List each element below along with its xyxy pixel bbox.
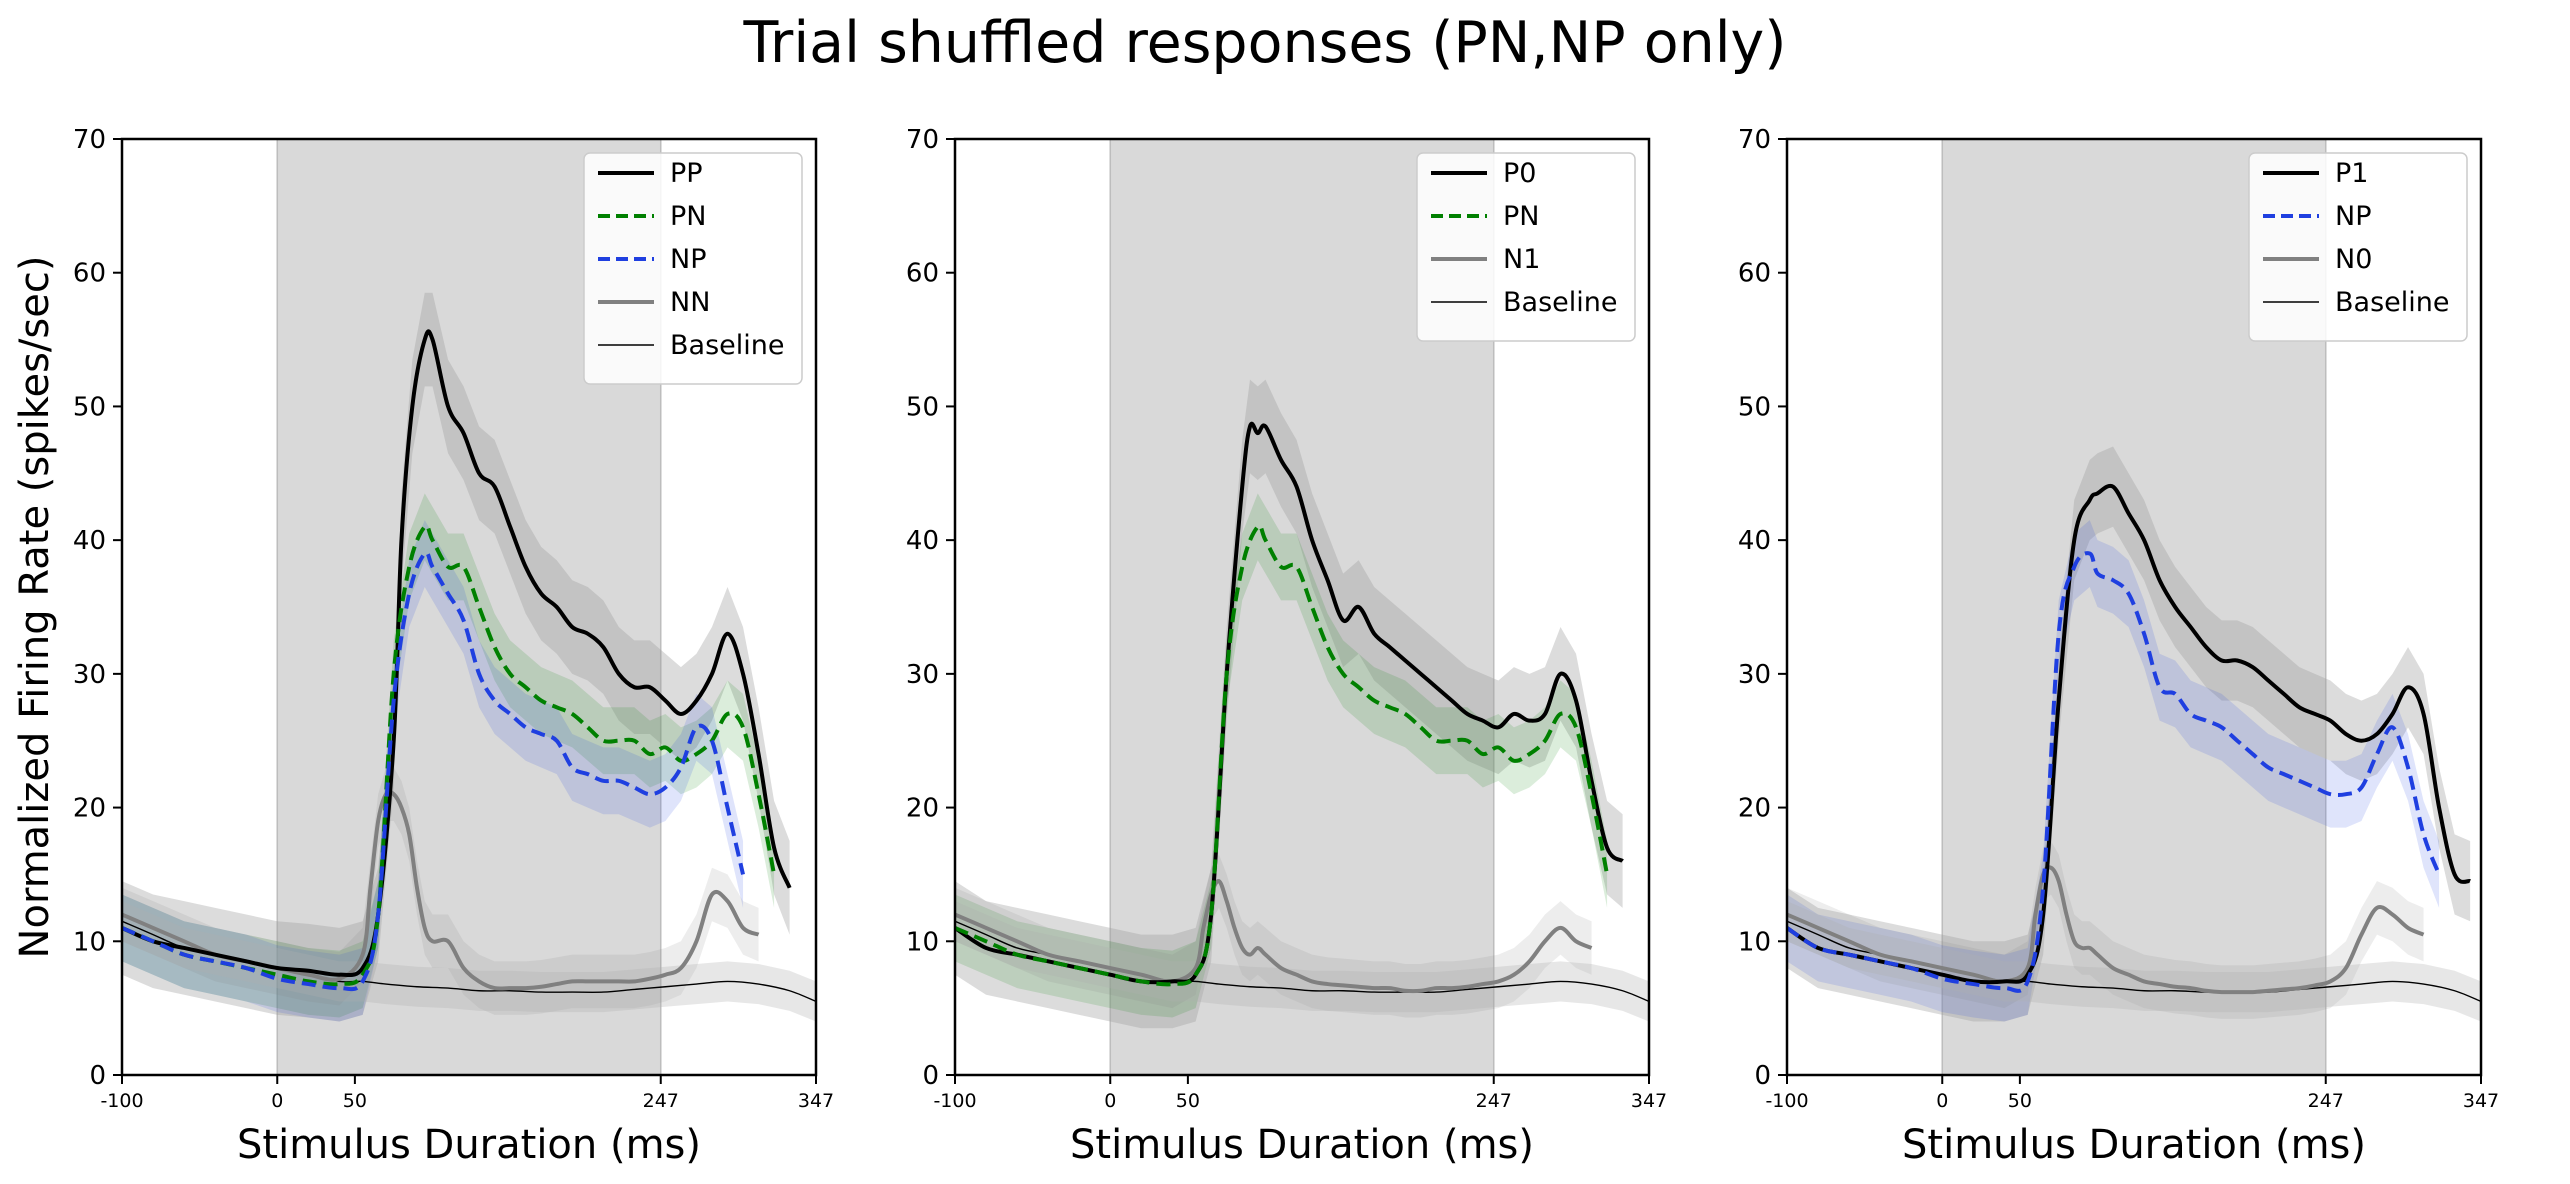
legend-label-np: NP bbox=[670, 244, 706, 275]
y-tick-label: 10 bbox=[906, 927, 939, 957]
band-np bbox=[1787, 520, 2440, 1022]
x-tick-label: -100 bbox=[933, 1090, 976, 1112]
band-baseline bbox=[955, 901, 1649, 1022]
y-tick-label: 40 bbox=[1738, 526, 1771, 556]
legend-label-nn: NN bbox=[670, 287, 710, 318]
plot-frame bbox=[953, 137, 1651, 1077]
plot-frame bbox=[1785, 137, 2483, 1077]
legend-label-n1: N1 bbox=[1503, 244, 1540, 275]
y-tick-label: 50 bbox=[906, 392, 939, 422]
x-tick-label: 347 bbox=[1631, 1090, 1667, 1112]
y-tick-label: 30 bbox=[73, 660, 106, 690]
legend-label-n0: N0 bbox=[2335, 244, 2372, 275]
y-tick-label: 60 bbox=[73, 259, 106, 289]
band-baseline bbox=[1787, 901, 2481, 1022]
y-tick-label: 0 bbox=[922, 1061, 939, 1091]
x-tick-label: 50 bbox=[2008, 1090, 2032, 1112]
figure-title: Trial shuffled responses (PN,NP only) bbox=[742, 10, 1786, 76]
series-line-pp bbox=[122, 329, 792, 978]
x-tick-label: 0 bbox=[1936, 1090, 1948, 1112]
legend-label-pp: PP bbox=[670, 158, 703, 189]
legend: P1 NP N0 Baseline bbox=[2248, 152, 2468, 342]
x-tick-label: 50 bbox=[343, 1090, 367, 1112]
band-nn bbox=[122, 767, 759, 1015]
legend: PP PN NP NN Baseline bbox=[583, 152, 803, 385]
x-tick-label: 50 bbox=[1176, 1090, 1200, 1112]
legend-label-p1: P1 bbox=[2335, 158, 2368, 189]
x-axis-label: Stimulus Duration (ms) bbox=[1902, 1122, 2366, 1168]
y-tick-label: 10 bbox=[73, 927, 106, 957]
series-line-np bbox=[1787, 551, 2441, 993]
y-tick-label: 70 bbox=[906, 125, 939, 155]
plot-frame bbox=[120, 137, 818, 1077]
x-tick-label: 347 bbox=[2463, 1090, 2499, 1112]
y-tick-label: 40 bbox=[73, 526, 106, 556]
series-line-nn bbox=[122, 789, 760, 991]
x-tick-label: 247 bbox=[643, 1090, 679, 1112]
legend: P0 PN N1 Baseline bbox=[1416, 152, 1636, 342]
y-tick-label: 30 bbox=[906, 660, 939, 690]
legend-label-p0: P0 bbox=[1503, 158, 1536, 189]
x-tick-label: -100 bbox=[100, 1090, 143, 1112]
y-tick-label: 10 bbox=[1738, 927, 1771, 957]
legend-label-np: NP bbox=[2335, 201, 2371, 232]
legend-label-pn: PN bbox=[1503, 201, 1539, 232]
y-tick-label: 60 bbox=[1738, 259, 1771, 289]
band-np bbox=[122, 520, 744, 1022]
x-tick-label: 0 bbox=[1104, 1090, 1116, 1112]
series-line-n0 bbox=[1787, 865, 2425, 995]
legend-label-baseline: Baseline bbox=[1503, 287, 1617, 318]
y-tick-label: 30 bbox=[1738, 660, 1771, 690]
x-tick-label: 347 bbox=[798, 1090, 834, 1112]
x-tick-label: 247 bbox=[2308, 1090, 2344, 1112]
y-axis-label: Normalized Firing Rate (spikes/sec) bbox=[12, 256, 58, 959]
y-tick-label: 70 bbox=[73, 125, 106, 155]
band-baseline bbox=[122, 901, 816, 1022]
legend-label-baseline: Baseline bbox=[2335, 287, 2449, 318]
x-axis-label: Stimulus Duration (ms) bbox=[1070, 1122, 1534, 1168]
x-axis-label: Stimulus Duration (ms) bbox=[237, 1122, 701, 1168]
legend-label-pn: PN bbox=[670, 201, 706, 232]
series-line-p0 bbox=[955, 421, 1624, 985]
y-tick-label: 50 bbox=[73, 392, 106, 422]
band-p1 bbox=[1787, 446, 2471, 1022]
y-tick-label: 60 bbox=[906, 259, 939, 289]
y-tick-label: 40 bbox=[906, 526, 939, 556]
y-tick-label: 50 bbox=[1738, 392, 1771, 422]
y-tick-label: 70 bbox=[1738, 125, 1771, 155]
y-tick-label: 0 bbox=[1754, 1061, 1771, 1091]
legend-label-baseline: Baseline bbox=[670, 330, 784, 361]
y-tick-label: 20 bbox=[73, 794, 106, 824]
x-tick-label: 247 bbox=[1476, 1090, 1512, 1112]
x-tick-label: 0 bbox=[271, 1090, 283, 1112]
y-tick-label: 20 bbox=[906, 794, 939, 824]
series-line-n1 bbox=[955, 879, 1593, 994]
y-tick-label: 0 bbox=[89, 1061, 106, 1091]
x-tick-label: -100 bbox=[1765, 1090, 1808, 1112]
band-p0 bbox=[955, 379, 1623, 1029]
y-tick-label: 20 bbox=[1738, 794, 1771, 824]
series-line-p1 bbox=[1787, 483, 2471, 985]
series-line-pn bbox=[955, 523, 1610, 987]
series-line-np bbox=[122, 550, 745, 992]
band-pn bbox=[955, 493, 1608, 1018]
band-pn bbox=[122, 493, 775, 1018]
